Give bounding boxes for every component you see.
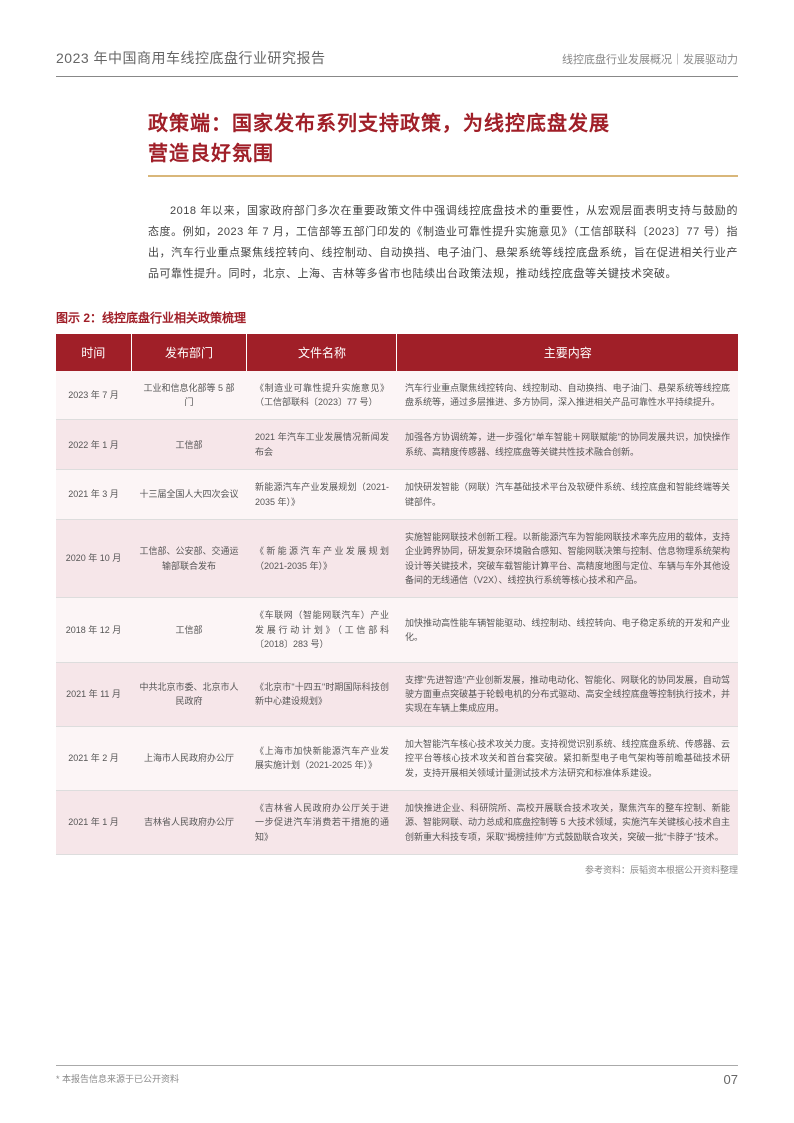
table-cell: 中共北京市委、北京市人民政府: [131, 662, 247, 726]
table-cell: 加大智能汽车核心技术攻关力度。支持视觉识别系统、线控底盘系统、传感器、云控平台等…: [397, 726, 738, 790]
table-cell: 《新能源汽车产业发展规划（2021-2035 年）》: [247, 519, 397, 598]
table-cell: 2021 年 11 月: [56, 662, 131, 726]
table-row: 2021 年 2 月上海市人民政府办公厅《上海市加快新能源汽车产业发展实施计划（…: [56, 726, 738, 790]
table-cell: 支撑"先进智造"产业创新发展，推动电动化、智能化、网联化的协同发展，自动驾驶方面…: [397, 662, 738, 726]
table-cell: 2023 年 7 月: [56, 371, 131, 420]
source-note: 参考资料：辰韬资本根据公开资料整理: [56, 863, 738, 876]
table-cell: 2022 年 1 月: [56, 420, 131, 470]
table-row: 2018 年 12 月工信部《车联网（智能网联汽车）产业发展行动计划》（工信部科…: [56, 598, 738, 662]
table-cell: 2021 年汽车工业发展情况新闻发布会: [247, 420, 397, 470]
table-cell: 工业和信息化部等 5 部门: [131, 371, 247, 420]
table-row: 2021 年 3 月十三届全国人大四次会议新能源汽车产业发展规划（2021- 2…: [56, 470, 738, 520]
table-cell: 工信部: [131, 598, 247, 662]
table-row: 2020 年 10 月工信部、公安部、交通运输部联合发布《新能源汽车产业发展规划…: [56, 519, 738, 598]
table-row: 2022 年 1 月工信部2021 年汽车工业发展情况新闻发布会加强各方协调统筹…: [56, 420, 738, 470]
figure-caption: 图示 2：线控底盘行业相关政策梳理: [56, 309, 738, 326]
table-row: 2021 年 11 月中共北京市委、北京市人民政府《北京市"十四五"时期国际科技…: [56, 662, 738, 726]
table-cell: 十三届全国人大四次会议: [131, 470, 247, 520]
page-header: 2023 年中国商用车线控底盘行业研究报告 线控底盘行业发展概况｜发展驱动力: [56, 48, 738, 77]
table-cell: 上海市人民政府办公厅: [131, 726, 247, 790]
table-cell: 2021 年 2 月: [56, 726, 131, 790]
body-paragraph: 2018 年以来，国家政府部门多次在重要政策文件中强调线控底盘技术的重要性，从宏…: [148, 201, 738, 285]
section-title: 政策端：国家发布系列支持政策，为线控底盘发展营造良好氛围: [148, 109, 738, 169]
table-header-cell: 主要内容: [397, 334, 738, 371]
table-header-cell: 时间: [56, 334, 131, 371]
table-cell: 《吉林省人民政府办公厅关于进一步促进汽车消费若干措施的通知》: [247, 790, 397, 854]
table-cell: 2018 年 12 月: [56, 598, 131, 662]
table-cell: 新能源汽车产业发展规划（2021- 2035 年）》: [247, 470, 397, 520]
table-row: 2023 年 7 月工业和信息化部等 5 部门《制造业可靠性提升实施意见》（工信…: [56, 371, 738, 420]
table-cell: 2021 年 3 月: [56, 470, 131, 520]
table-cell: 2020 年 10 月: [56, 519, 131, 598]
table-header-cell: 发布部门: [131, 334, 247, 371]
table-cell: 汽车行业重点聚焦线控转向、线控制动、自动换挡、电子油门、悬架系统等线控底盘系统等…: [397, 371, 738, 420]
policy-table: 时间发布部门文件名称主要内容 2023 年 7 月工业和信息化部等 5 部门《制…: [56, 334, 738, 856]
page-footer: * 本报告信息来源于已公开资料 07: [56, 1065, 738, 1087]
table-cell: 《上海市加快新能源汽车产业发展实施计划（2021-2025 年）》: [247, 726, 397, 790]
table-cell: 工信部、公安部、交通运输部联合发布: [131, 519, 247, 598]
breadcrumb: 线控底盘行业发展概况｜发展驱动力: [562, 51, 738, 67]
table-cell: 加快推进企业、科研院所、高校开展联合技术攻关，聚焦汽车的整车控制、新能源、智能网…: [397, 790, 738, 854]
table-cell: 加强各方协调统筹，进一步强化"单车智能＋网联赋能"的协同发展共识，加快操作系统、…: [397, 420, 738, 470]
table-cell: 2021 年 1 月: [56, 790, 131, 854]
table-cell: 加快研发智能（网联）汽车基础技术平台及软硬件系统、线控底盘和智能终端等关键部件。: [397, 470, 738, 520]
title-divider: [148, 175, 738, 177]
table-cell: 《车联网（智能网联汽车）产业发展行动计划》（工信部科〔2018〕283 号）: [247, 598, 397, 662]
report-title: 2023 年中国商用车线控底盘行业研究报告: [56, 48, 326, 68]
table-row: 2021 年 1 月吉林省人民政府办公厅《吉林省人民政府办公厅关于进一步促进汽车…: [56, 790, 738, 854]
footer-disclaimer: * 本报告信息来源于已公开资料: [56, 1072, 179, 1087]
table-cell: 《北京市"十四五"时期国际科技创新中心建设规划》: [247, 662, 397, 726]
table-cell: 实施智能网联技术创新工程。以新能源汽车为智能网联技术率先应用的载体，支持企业跨界…: [397, 519, 738, 598]
table-cell: 《制造业可靠性提升实施意见》（工信部联科〔2023〕77 号）: [247, 371, 397, 420]
table-header-cell: 文件名称: [247, 334, 397, 371]
table-cell: 工信部: [131, 420, 247, 470]
table-cell: 吉林省人民政府办公厅: [131, 790, 247, 854]
page-number: 07: [724, 1072, 738, 1087]
table-cell: 加快推动高性能车辆智能驱动、线控制动、线控转向、电子稳定系统的开发和产业化。: [397, 598, 738, 662]
